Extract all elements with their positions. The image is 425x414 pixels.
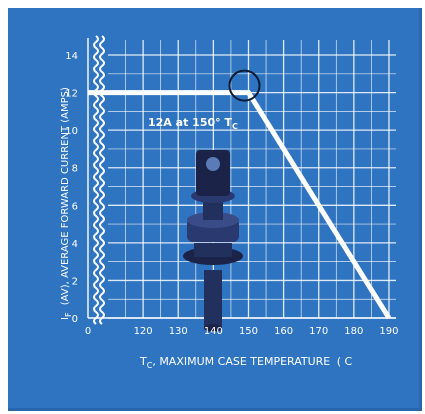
- y-tick-label: 2: [72, 276, 78, 287]
- stud-diode-image: [183, 150, 243, 332]
- x-tick-label: 180: [344, 326, 363, 337]
- x-tick-label: 120: [134, 326, 153, 337]
- axis-break-line-right: [100, 36, 104, 324]
- grid: [88, 38, 396, 318]
- y-tick-label: 6: [72, 201, 78, 212]
- x-tick-label: 0: [85, 326, 91, 337]
- x-tick-label: 170: [309, 326, 328, 337]
- highlight-circle: [229, 71, 259, 101]
- x-tick-label: 140: [204, 326, 223, 337]
- axis-break: [94, 36, 104, 324]
- x-tick-label: 150: [239, 326, 258, 337]
- annotation: 12A at 150° TC: [148, 116, 238, 131]
- y-tick-label: 14: [65, 51, 78, 62]
- x-tick-label: 190: [379, 326, 398, 337]
- y-tick-label: 8: [72, 164, 78, 175]
- x-tick-label: 130: [169, 326, 188, 337]
- y-tick-label: 4: [72, 239, 78, 250]
- axis-break-line-left: [94, 36, 98, 324]
- chart-panel: 0 2 4 6 8 10 12 14 0 120 130 140 150 160 170 180 190 12A…: [8, 8, 422, 411]
- x-tick-label: 160: [274, 326, 293, 337]
- x-axis-title: TC, MAXIMUM CASE TEMPERATURE ( C: [139, 355, 353, 370]
